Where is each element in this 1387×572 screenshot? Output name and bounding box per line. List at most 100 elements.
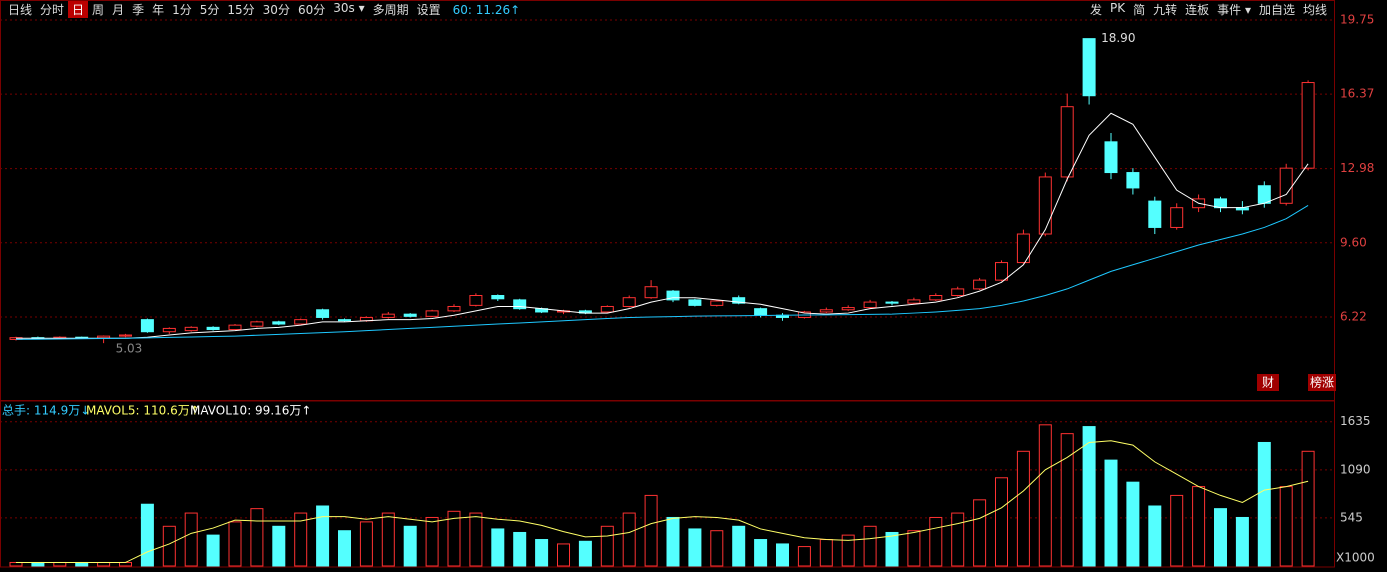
volume-bar: [184, 512, 198, 567]
candle-body: [929, 294, 943, 301]
volume-bar: [754, 539, 768, 567]
period-tab[interactable]: 日: [68, 1, 89, 18]
candle-body: [1126, 172, 1140, 189]
volume-bar: [513, 531, 527, 567]
candle-body: [688, 299, 702, 306]
volume-bar: [294, 512, 308, 567]
volume-bar: [1104, 459, 1118, 567]
period-tab[interactable]: 年: [152, 3, 165, 17]
period-tab[interactable]: 周: [92, 3, 105, 17]
volume-bar: [9, 561, 23, 567]
candle-body: [294, 319, 308, 325]
volume-bar: [31, 561, 45, 567]
candle-body: [206, 326, 220, 331]
candle-body: [973, 279, 987, 290]
volume-bar: [907, 530, 921, 567]
period-tab[interactable]: 15分: [227, 3, 255, 17]
candle-body: [754, 308, 768, 316]
candle-body: [1016, 233, 1030, 264]
period-tab[interactable]: 分时: [40, 3, 65, 17]
volume-bar: [447, 510, 461, 567]
candle-body: [184, 326, 198, 332]
volume-bar: [316, 505, 330, 567]
candle-body: [1038, 176, 1052, 235]
candle-body: [819, 309, 833, 313]
candle-body: [1060, 106, 1074, 178]
volume-bar: [1192, 486, 1206, 567]
price-annotation: 18.90: [1101, 31, 1135, 45]
volume-bar: [1126, 481, 1140, 567]
candle-body: [228, 324, 242, 331]
candle-body: [119, 334, 132, 337]
candle-body: [951, 288, 965, 296]
volume-bar: [1257, 441, 1271, 567]
candle-body: [710, 300, 724, 306]
y-tick-label: 16.37: [1340, 87, 1374, 101]
ma-line: [16, 440, 1309, 563]
volume-bar: [97, 561, 111, 567]
candle-body: [469, 294, 483, 306]
volume-bar: [1301, 450, 1315, 567]
volume-bar: [75, 561, 89, 567]
badge-bg: [1308, 374, 1336, 391]
price-panel: [0, 0, 1335, 401]
period-tab[interactable]: 多周期: [372, 3, 409, 17]
period-tab[interactable]: 1分: [172, 3, 192, 17]
candle-body: [97, 335, 111, 339]
candle-body: [600, 305, 614, 313]
volume-bar: [338, 530, 351, 567]
badge: 榜涨: [1310, 375, 1334, 390]
period-tab[interactable]: 30分: [262, 3, 290, 17]
period-tab[interactable]: 月: [112, 3, 125, 17]
tool-button[interactable]: 连板: [1185, 3, 1210, 17]
tool-button[interactable]: 简: [1133, 3, 1146, 17]
volume-bar: [929, 516, 943, 567]
volume-bar: [535, 539, 549, 567]
volume-bar: [425, 516, 439, 567]
toolbar: 日线 分时日周月季年 1分 5分 15分 30分 60分 30s ▾ 多周期 设置 60: 11.2…: [0, 0, 1335, 19]
period-tab[interactable]: 设置: [416, 3, 441, 17]
period-tab[interactable]: 日线: [8, 3, 33, 17]
volume-bar: [1082, 426, 1096, 567]
y-tick-label: 12.98: [1340, 161, 1374, 175]
volume-bar: [644, 494, 658, 567]
volume-bar: [469, 512, 483, 567]
tool-button[interactable]: 均线: [1302, 3, 1327, 17]
volume-bar: [732, 525, 746, 567]
volume-bar: [272, 525, 286, 567]
candle-body: [1301, 82, 1315, 169]
volume-bar: [140, 503, 154, 567]
period-tab[interactable]: 30s ▾: [333, 1, 365, 15]
legend-entry: 总手: 114.9万↓: [2, 404, 90, 418]
tool-button[interactable]: 事件 ▾: [1217, 3, 1251, 17]
period-tab[interactable]: 5分: [199, 3, 220, 17]
candle-body: [447, 305, 461, 312]
candle-body: [995, 262, 1008, 281]
candle-body: [316, 309, 330, 318]
candle-body: [140, 319, 154, 333]
period-tab[interactable]: 季: [132, 3, 145, 17]
ma-readout: 60: 11.26↑: [452, 2, 521, 17]
volume-bar: [600, 525, 614, 567]
volume-bar: [250, 508, 264, 567]
volume-bar: [228, 521, 242, 567]
candle-body: [250, 321, 264, 327]
candle-body: [622, 297, 636, 307]
tool-button[interactable]: 九转: [1153, 3, 1178, 17]
y-tick-label: 19.75: [1340, 12, 1374, 26]
volume-bar: [1060, 433, 1074, 567]
volume-bar: [1279, 486, 1293, 567]
legend-entry: MAVOL5: 110.6万↑: [86, 404, 200, 418]
tool-button[interactable]: 加自选: [1258, 3, 1295, 17]
candle-body: [1257, 185, 1271, 204]
volume-bar: [1235, 516, 1249, 567]
tool-button[interactable]: PK: [1109, 1, 1126, 15]
candle-body: [1104, 141, 1118, 174]
period-tab[interactable]: 60分: [297, 3, 326, 17]
unit-label: X1000: [1336, 551, 1375, 565]
candle-body: [491, 294, 505, 300]
volume-bar: [622, 512, 636, 567]
candle-body: [403, 313, 417, 317]
tool-button[interactable]: 发: [1089, 3, 1102, 17]
